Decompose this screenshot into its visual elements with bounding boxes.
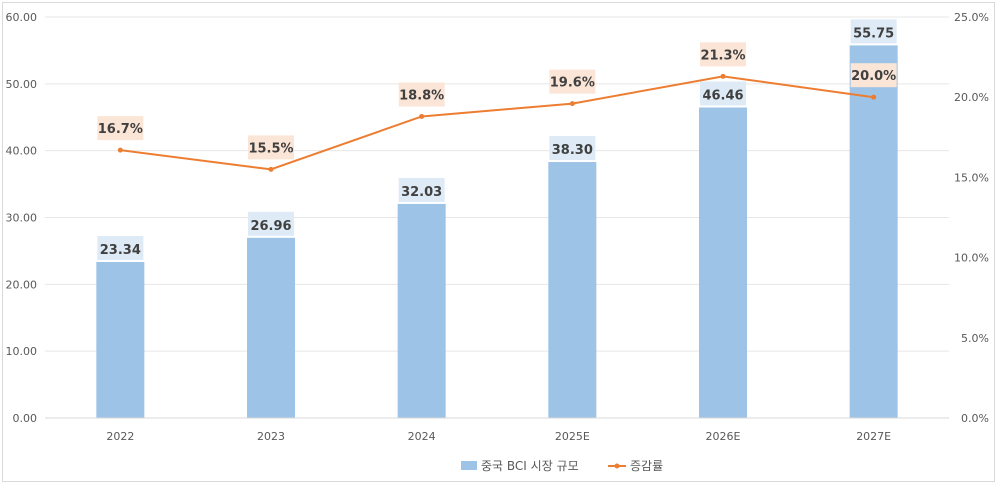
left-y-tick-label: 0.00	[13, 412, 38, 425]
left-y-tick-label: 30.00	[6, 212, 38, 225]
line-data-label: 19.6%	[550, 76, 595, 91]
legend: 중국 BCI 시장 규모 증감률	[461, 459, 663, 473]
bar-label-box	[549, 136, 596, 161]
line-data-labels: 16.7% 15.5% 18.8% 19.6% 21.3% 20.0%	[97, 42, 897, 160]
line-data-label: 18.8%	[399, 88, 444, 103]
bar-series	[96, 45, 898, 418]
left-y-tick-label: 20.00	[6, 278, 38, 291]
x-axis: 2022 2023 2024 2025E 2026E 2027E	[45, 417, 949, 443]
line-label-box	[850, 63, 897, 88]
left-y-tick-label: 10.00	[6, 345, 38, 358]
bar-label-box	[398, 177, 445, 202]
line-data-label: 15.5%	[248, 141, 293, 156]
gridlines	[45, 16, 949, 352]
x-tick-label: 2026E	[706, 430, 741, 443]
line-series	[117, 73, 877, 172]
legend-swatch-marker	[614, 463, 620, 469]
legend-label-bar: 중국 BCI 시장 규모	[481, 459, 579, 473]
bar-label-box	[850, 19, 897, 44]
right-y-tick-label: 0.0%	[961, 412, 989, 425]
bar-label-box	[248, 211, 294, 236]
x-tick-label: 2022	[106, 430, 134, 443]
line-label-box	[700, 42, 746, 67]
right-y-tick-label: 10.0%	[954, 252, 989, 265]
right-y-tick-label: 20.0%	[954, 91, 989, 104]
left-y-tick-label: 60.00	[6, 11, 38, 24]
bar-data-labels: 23.34 26.96 32.03 38.30 46.46 55.75	[97, 19, 897, 261]
bar-label-box	[97, 236, 144, 261]
x-tick-label: 2024	[408, 430, 436, 443]
left-y-axis: 0.00 10.00 20.00 30.00 40.00 50.00 60.00	[6, 11, 38, 425]
bar-data-label: 26.96	[250, 219, 291, 234]
x-tick-label: 2025E	[555, 430, 590, 443]
line-data-label: 16.7%	[98, 122, 143, 137]
right-y-tick-label: 15.0%	[954, 171, 989, 184]
x-tick-label: 2027E	[856, 430, 891, 443]
line-label-box	[398, 82, 445, 107]
left-y-tick-label: 50.00	[6, 78, 38, 91]
bar-data-label: 32.03	[401, 185, 442, 200]
line-point	[117, 147, 123, 153]
line-data-label: 20.0%	[851, 69, 896, 84]
right-y-tick-label: 25.0%	[954, 11, 989, 24]
right-y-tick-label: 5.0%	[961, 332, 989, 345]
bar	[699, 107, 747, 418]
bar	[849, 45, 898, 418]
bar-data-label: 23.34	[100, 243, 141, 258]
line-point	[720, 73, 726, 79]
right-y-axis: 0.0% 5.0% 10.0% 15.0% 20.0% 25.0%	[954, 11, 989, 425]
legend-swatch-bar	[461, 461, 477, 470]
bar-label-box	[700, 81, 746, 106]
bar	[247, 237, 295, 418]
line-label-box	[248, 135, 294, 160]
line-data-label: 21.3%	[700, 48, 745, 63]
line-point	[871, 94, 877, 100]
bar-data-label: 38.30	[552, 143, 593, 158]
line-point	[268, 166, 274, 172]
line-label-box	[549, 69, 596, 94]
bar	[397, 203, 446, 418]
line-point	[569, 101, 575, 107]
bar-data-label: 46.46	[702, 88, 743, 103]
line-label-box	[97, 116, 144, 141]
x-tick-label: 2023	[257, 430, 285, 443]
legend-label-line: 증감률	[630, 459, 663, 473]
bar	[96, 262, 145, 418]
bar	[548, 162, 597, 418]
growth-line	[120, 75, 874, 171]
left-y-tick-label: 40.00	[6, 145, 38, 158]
line-point	[419, 113, 425, 119]
bar-data-label: 55.75	[853, 26, 894, 41]
